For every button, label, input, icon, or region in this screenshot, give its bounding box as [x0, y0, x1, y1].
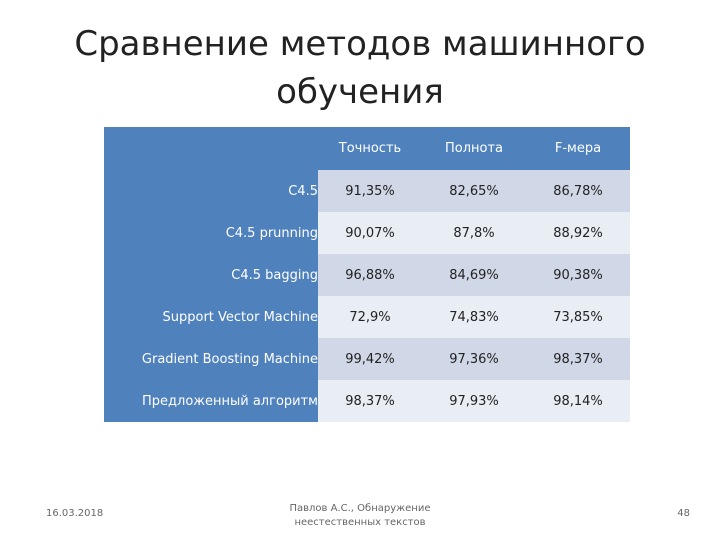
footer-author: Павлов А.С., Обнаружение неестественных …	[270, 502, 450, 530]
table-cell: 82,65%	[422, 170, 526, 212]
table-cell: 88,92%	[526, 212, 630, 254]
table-row: C4.5 bagging 96,88% 84,69% 90,38%	[104, 254, 630, 296]
table-cell: 99,42%	[318, 338, 422, 380]
table-cell: 74,83%	[422, 296, 526, 338]
row-header: C4.5 prunning	[104, 212, 318, 254]
footer-author-line2: неестественных текстов	[294, 517, 426, 528]
row-header: Support Vector Machine	[104, 296, 318, 338]
table-row: C4.5 91,35% 82,65% 86,78%	[104, 170, 630, 212]
table-cell: 73,85%	[526, 296, 630, 338]
row-header: C4.5	[104, 170, 318, 212]
table-cell: 91,35%	[318, 170, 422, 212]
page-number: 48	[677, 508, 690, 519]
footer-author-line1: Павлов А.С., Обнаружение	[289, 503, 431, 514]
slide-title-line2: обучения	[276, 72, 444, 112]
table-cell: 97,36%	[422, 338, 526, 380]
slide-title-line1: Сравнение методов машинного	[74, 24, 646, 64]
column-header-f-measure: F-мера	[526, 127, 630, 170]
table-row: Gradient Boosting Machine 99,42% 97,36% …	[104, 338, 630, 380]
table-header-row: Точность Полнота F-мера	[104, 127, 630, 170]
table-cell: 98,37%	[318, 380, 422, 422]
table-cell: 90,38%	[526, 254, 630, 296]
table-row: Support Vector Machine 72,9% 74,83% 73,8…	[104, 296, 630, 338]
table-cell: 98,37%	[526, 338, 630, 380]
table-cell: 96,88%	[318, 254, 422, 296]
table-cell: 86,78%	[526, 170, 630, 212]
column-header-accuracy: Точность	[318, 127, 422, 170]
column-header-recall: Полнота	[422, 127, 526, 170]
table-cell: 72,9%	[318, 296, 422, 338]
table-cell: 90,07%	[318, 212, 422, 254]
table-corner-cell	[104, 127, 318, 170]
table-cell: 97,93%	[422, 380, 526, 422]
row-header: C4.5 bagging	[104, 254, 318, 296]
row-header: Предложенный алгоритм	[104, 380, 318, 422]
slide-title: Сравнение методов машинного обучения	[60, 20, 660, 116]
table-row: Предложенный алгоритм 98,37% 97,93% 98,1…	[104, 380, 630, 422]
table-cell: 98,14%	[526, 380, 630, 422]
table-cell: 84,69%	[422, 254, 526, 296]
row-header: Gradient Boosting Machine	[104, 338, 318, 380]
table-row: C4.5 prunning 90,07% 87,8% 88,92%	[104, 212, 630, 254]
footer-date: 16.03.2018	[46, 508, 104, 519]
table-cell: 87,8%	[422, 212, 526, 254]
comparison-table: Точность Полнота F-мера C4.5 91,35% 82,6…	[104, 127, 630, 422]
